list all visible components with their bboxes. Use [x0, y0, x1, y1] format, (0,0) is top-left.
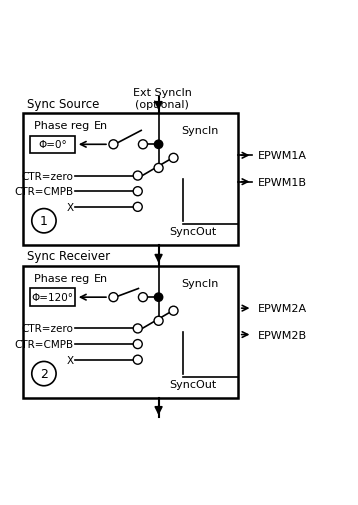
Circle shape — [109, 293, 118, 302]
Text: EPWM1A: EPWM1A — [258, 151, 306, 161]
Circle shape — [133, 203, 142, 212]
Circle shape — [139, 293, 147, 302]
Circle shape — [32, 362, 56, 386]
Circle shape — [169, 307, 178, 316]
Circle shape — [154, 164, 163, 173]
Bar — [30, 136, 75, 154]
Text: Phase reg: Phase reg — [34, 121, 89, 131]
Circle shape — [133, 356, 142, 365]
Text: CTR=zero: CTR=zero — [21, 324, 73, 334]
Text: CTR=CMPB: CTR=CMPB — [14, 339, 73, 349]
Circle shape — [154, 317, 163, 326]
Text: En: En — [94, 274, 108, 284]
Circle shape — [32, 209, 56, 233]
Circle shape — [154, 141, 163, 149]
Text: SyncOut: SyncOut — [170, 379, 217, 389]
Circle shape — [133, 187, 142, 196]
Text: Φ=0°: Φ=0° — [38, 140, 67, 150]
Text: Sync Source: Sync Source — [26, 97, 99, 110]
Text: X: X — [66, 203, 73, 213]
Bar — [23, 114, 238, 245]
Text: EPWM2B: EPWM2B — [258, 330, 307, 340]
Text: SyncOut: SyncOut — [170, 227, 217, 236]
Text: En: En — [94, 121, 108, 131]
Bar — [23, 266, 238, 398]
Circle shape — [139, 140, 147, 149]
Text: Φ=120°: Φ=120° — [32, 292, 74, 302]
Text: EPWM2A: EPWM2A — [258, 304, 307, 314]
Circle shape — [169, 154, 178, 163]
Text: CTR=zero: CTR=zero — [21, 171, 73, 181]
Bar — [30, 289, 75, 306]
Text: Sync Receiver: Sync Receiver — [26, 250, 110, 263]
Circle shape — [133, 172, 142, 181]
Text: 2: 2 — [40, 367, 48, 380]
Text: SyncIn: SyncIn — [182, 278, 219, 288]
Text: Phase reg: Phase reg — [34, 273, 89, 283]
Circle shape — [133, 340, 142, 349]
Circle shape — [154, 293, 163, 301]
Circle shape — [109, 140, 118, 149]
Circle shape — [133, 324, 142, 333]
Text: 1: 1 — [40, 215, 48, 228]
Text: SyncIn: SyncIn — [182, 126, 219, 136]
Text: Ext SyncIn
(optional): Ext SyncIn (optional) — [132, 88, 192, 110]
Text: X: X — [66, 355, 73, 365]
Text: EPWM1B: EPWM1B — [258, 177, 306, 187]
Text: CTR=CMPB: CTR=CMPB — [14, 187, 73, 197]
